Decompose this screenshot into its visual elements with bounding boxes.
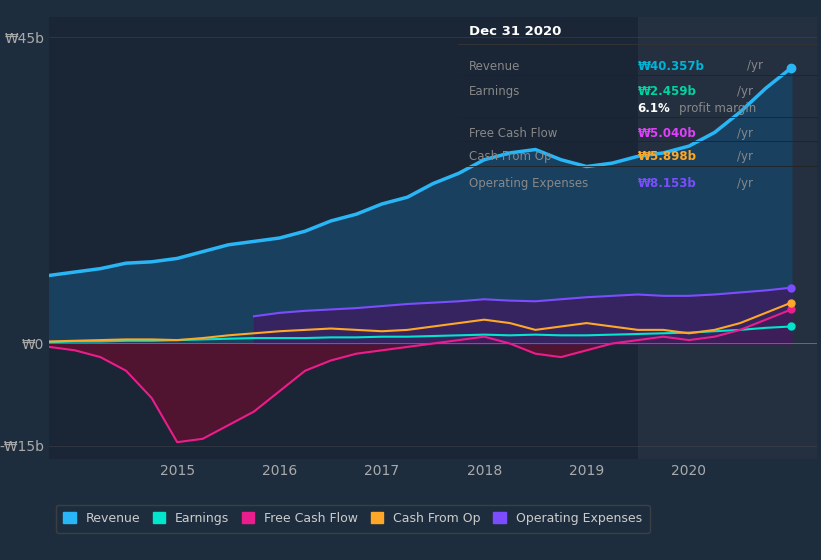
Text: ₩40.357b: ₩40.357b bbox=[638, 59, 704, 72]
Text: ₩5.040b: ₩5.040b bbox=[638, 127, 696, 140]
Text: Operating Expenses: Operating Expenses bbox=[469, 178, 588, 190]
Bar bbox=[638, 17, 817, 459]
Text: ₩5.898b: ₩5.898b bbox=[638, 150, 696, 164]
Text: Cash From Op: Cash From Op bbox=[469, 150, 552, 164]
Text: 6.1%: 6.1% bbox=[638, 102, 670, 115]
Text: Earnings: Earnings bbox=[469, 85, 521, 97]
Text: Free Cash Flow: Free Cash Flow bbox=[469, 127, 557, 140]
Text: Revenue: Revenue bbox=[469, 59, 521, 72]
Text: /yr: /yr bbox=[736, 178, 753, 190]
Text: /yr: /yr bbox=[746, 59, 763, 72]
Text: /yr: /yr bbox=[736, 150, 753, 164]
Text: ₩8.153b: ₩8.153b bbox=[638, 178, 696, 190]
Text: /yr: /yr bbox=[736, 127, 753, 140]
Text: ₩2.459b: ₩2.459b bbox=[638, 85, 696, 97]
Text: /yr: /yr bbox=[736, 85, 753, 97]
Legend: Revenue, Earnings, Free Cash Flow, Cash From Op, Operating Expenses: Revenue, Earnings, Free Cash Flow, Cash … bbox=[56, 505, 649, 533]
Text: profit margin: profit margin bbox=[679, 102, 756, 115]
Text: Dec 31 2020: Dec 31 2020 bbox=[469, 25, 562, 38]
